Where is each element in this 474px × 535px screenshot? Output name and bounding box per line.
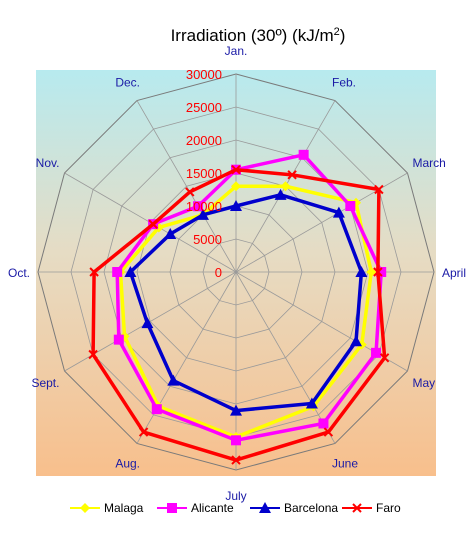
marker-square [231,435,241,446]
marker-square [376,267,387,277]
marker-diamond [366,267,377,277]
category-label: March [413,156,446,170]
category-label: Aug. [115,457,140,471]
marker-x-stroke [148,219,158,229]
marker-square [151,404,162,415]
marker-triangle [230,200,242,211]
marker-x [231,164,241,175]
category-label: June [332,457,358,471]
marker-triangle [141,317,154,329]
marker-x-stroke [138,427,149,437]
marker-square [298,149,309,160]
marker-triangle [350,335,363,347]
marker-x-stroke [89,267,99,277]
marker-triangle [305,397,318,409]
grid-spoke [136,271,237,444]
marker-triangle [259,502,271,513]
marker-triangle [274,188,287,200]
legend-item-barcelona: Barcelona [250,501,338,515]
marker-x [231,455,241,465]
grid-spoke [235,271,336,444]
marker-square [167,503,177,513]
marker-x-stroke [374,184,384,195]
category-label: Oct. [8,266,30,280]
marker-x [138,427,149,437]
marker-x [379,353,390,363]
radial-tick-label: 25000 [186,100,222,115]
marker-square [113,334,124,345]
marker-triangle [167,374,180,386]
marker-x-stroke [231,455,241,465]
category-label: Nov. [36,156,60,170]
marker-square [371,347,382,358]
series-barcelona [124,188,368,416]
marker-x [88,349,98,360]
marker-square [318,418,329,429]
marker-triangle [124,266,137,277]
category-label: April [442,266,466,280]
marker-triangle [164,228,177,240]
marker-diamond [231,181,241,192]
marker-triangle [355,266,368,277]
category-label: Jan. [225,44,248,58]
marker-x-stroke [287,170,297,180]
marker-square [112,267,123,277]
marker-diamond [80,503,90,513]
marker-diamond [280,181,291,192]
radial-tick-label: 5000 [193,232,222,247]
marker-triangle [332,206,345,218]
marker-x [373,267,383,277]
marker-x [323,427,334,437]
marker-x [374,184,384,195]
marker-x [89,267,99,277]
legend-item-malaga: Malaga [70,501,144,515]
marker-x [148,219,158,229]
category-label: May [413,376,436,390]
category-label: Sept. [31,376,59,390]
radial-tick-label: 30000 [186,67,222,82]
radial-tick-label: 15000 [186,166,222,181]
plot-area: Jan. Feb. March April May June July Aug. Sept. Oc… [8,44,466,503]
radial-tick-label: 0 [215,265,222,280]
chart-title: Irradiation (30º) (kJ/m2) [171,26,346,45]
radial-tick-label: 20000 [186,133,222,148]
series-faro [88,164,390,465]
marker-x [287,170,297,180]
marker-x-stroke [323,427,334,437]
category-label: July [225,489,246,503]
marker-x-stroke [373,267,383,277]
legend-item-alicante: Alicante [157,501,234,515]
legend-label: Barcelona [284,501,338,515]
marker-triangle [230,404,242,416]
category-label: Feb. [332,75,356,89]
legend-item-faro: Faro [342,501,401,515]
legend-label: Alicante [191,501,234,515]
radial-tick-label: 10000 [186,199,222,214]
legend-label: Faro [376,501,401,515]
legend: Malaga Alicante Barcelona Faro [70,501,401,515]
legend-label: Malaga [104,501,144,515]
marker-x-stroke [88,349,98,360]
marker-triangle [197,208,209,220]
marker-x-stroke [185,187,195,197]
marker-square [345,201,356,211]
grid-spoke [136,100,237,273]
marker-x [352,503,362,513]
marker-x-stroke [352,503,362,513]
marker-square [193,201,204,212]
marker-x [185,187,195,197]
marker-x-stroke [231,164,241,175]
category-label: Dec. [115,75,140,89]
marker-x-stroke [379,353,390,363]
